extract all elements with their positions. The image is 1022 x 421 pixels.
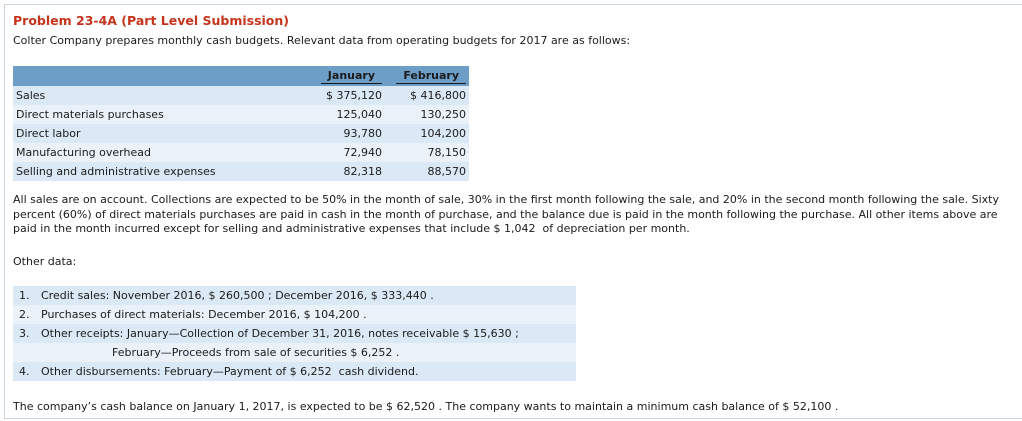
header-cell-february: February — [385, 66, 469, 86]
table-row: Direct materials purchases 125,040 130,250 — [13, 105, 469, 124]
row-label: Direct labor — [16, 127, 81, 140]
budget-table-body: Sales $ 375,120 $ 416,800 Direct materials … — [13, 86, 469, 181]
header-cell-empty — [13, 66, 297, 86]
table-row: Sales $ 375,120 $ 416,800 — [13, 86, 469, 105]
list-item-text: Other receipts: January—Collection of De… — [41, 326, 519, 340]
table-row: Manufacturing overhead 72,940 78,150 — [13, 143, 469, 162]
problem-content-panel: Problem 23-4A (Part Level Submission) Co… — [4, 4, 1022, 419]
list-item-number: 1. — [19, 288, 30, 302]
january-value: 72,940 — [343, 146, 383, 159]
list-item-number: 3. — [19, 326, 30, 340]
january-value: $ 375,120 — [326, 89, 382, 102]
january-value: 93,780 — [343, 127, 383, 140]
list-item-text: Other disbursements: February—Payment of… — [41, 364, 419, 378]
february-value: 130,250 — [420, 108, 467, 121]
row-label: Manufacturing overhead — [16, 146, 151, 159]
table-row: Selling and administrative expenses 82,31… — [13, 162, 469, 181]
other-data-label: Other data: — [13, 254, 77, 268]
intro-text: Colter Company prepares monthly cash bud… — [13, 34, 631, 47]
list-item: February—Proceeds from sale of securitie… — [13, 342, 576, 362]
problem-title: Problem 23-4A (Part Level Submission) — [13, 13, 290, 28]
list-item-text: February—Proceeds from sale of securitie… — [112, 345, 400, 359]
list-item-number: 2. — [19, 307, 30, 321]
collections-paragraph: All sales are on account. Collections ar… — [13, 193, 1003, 235]
list-item-number — [13, 345, 41, 360]
row-label: Selling and administrative expenses — [16, 165, 216, 178]
header-cell-january: January — [297, 66, 385, 86]
january-value: 125,040 — [336, 108, 383, 121]
row-label: Sales — [16, 89, 46, 102]
budget-table: January February Sales $ 375,120 $ 416,800… — [13, 66, 469, 181]
other-data-list: 1. Credit sales: November 2016, $ 260,500… — [13, 285, 576, 381]
february-value: 104,200 — [420, 127, 467, 140]
list-item-number: 4. — [19, 364, 30, 378]
list-item: 3. Other receipts: January—Collection of … — [13, 323, 576, 343]
list-item: 4. Other disbursements: February—Payment … — [13, 361, 576, 381]
column-header-february: February — [396, 68, 466, 84]
column-header-january: January — [320, 68, 382, 84]
february-value: 88,570 — [427, 165, 467, 178]
february-value: 78,150 — [427, 146, 467, 159]
list-item-text: Purchases of direct materials: December … — [41, 307, 367, 321]
row-label: Direct materials purchases — [16, 108, 164, 121]
closing-text: The company’s cash balance on January 1,… — [13, 399, 839, 413]
list-item: 2. Purchases of direct materials: Decembe… — [13, 304, 576, 324]
budget-table-header: January February — [13, 66, 469, 86]
table-row: Direct labor 93,780 104,200 — [13, 124, 469, 143]
january-value: 82,318 — [343, 165, 383, 178]
list-item-text: Credit sales: November 2016, $ 260,500 ;… — [41, 288, 434, 302]
february-value: $ 416,800 — [410, 89, 466, 102]
header-row: January February — [13, 66, 469, 86]
list-item: 1. Credit sales: November 2016, $ 260,500… — [13, 285, 576, 305]
